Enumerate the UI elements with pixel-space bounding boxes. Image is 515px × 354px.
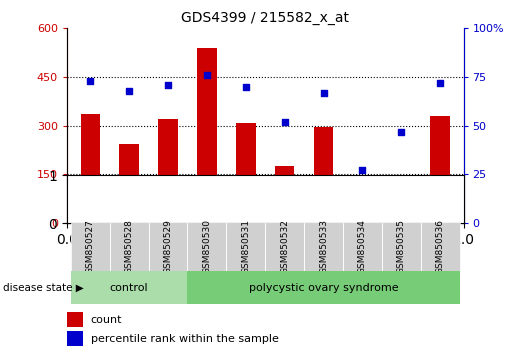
Point <box>242 84 250 90</box>
Point <box>125 88 133 93</box>
Bar <box>71 223 110 271</box>
Text: GSM850527: GSM850527 <box>86 219 95 274</box>
Point <box>358 167 367 173</box>
Bar <box>265 223 304 271</box>
Bar <box>158 119 178 223</box>
Bar <box>119 143 139 223</box>
Bar <box>67 312 83 327</box>
Text: control: control <box>110 282 148 293</box>
Text: GSM850535: GSM850535 <box>397 219 406 274</box>
Bar <box>343 223 382 271</box>
Point <box>164 82 172 88</box>
Bar <box>67 331 83 346</box>
Text: count: count <box>91 315 122 325</box>
Text: disease state ▶: disease state ▶ <box>3 282 83 293</box>
Point <box>397 129 405 134</box>
Point <box>86 78 94 84</box>
Bar <box>197 48 217 223</box>
Bar <box>304 223 343 271</box>
Bar <box>421 223 459 271</box>
Text: GSM850530: GSM850530 <box>202 219 212 274</box>
Point <box>203 72 211 78</box>
Bar <box>236 123 255 223</box>
Text: polycystic ovary syndrome: polycystic ovary syndrome <box>249 282 399 293</box>
Point <box>281 119 289 125</box>
Bar <box>227 223 265 271</box>
Bar <box>275 166 295 223</box>
Text: GSM850529: GSM850529 <box>164 219 173 274</box>
Bar <box>314 127 333 223</box>
Title: GDS4399 / 215582_x_at: GDS4399 / 215582_x_at <box>181 11 349 24</box>
Bar <box>187 223 227 271</box>
Bar <box>431 116 450 223</box>
Bar <box>187 271 459 304</box>
Bar <box>382 223 421 271</box>
Text: GSM850534: GSM850534 <box>358 219 367 274</box>
Text: GSM850536: GSM850536 <box>436 219 444 274</box>
Point <box>319 90 328 96</box>
Bar <box>71 271 187 304</box>
Text: GSM850533: GSM850533 <box>319 219 328 274</box>
Text: percentile rank within the sample: percentile rank within the sample <box>91 334 279 344</box>
Bar <box>110 223 149 271</box>
Text: GSM850528: GSM850528 <box>125 219 134 274</box>
Bar <box>149 223 187 271</box>
Text: GSM850532: GSM850532 <box>280 219 289 274</box>
Bar <box>353 205 372 223</box>
Bar <box>391 181 411 223</box>
Bar <box>80 114 100 223</box>
Point <box>436 80 444 86</box>
Text: GSM850531: GSM850531 <box>242 219 250 274</box>
